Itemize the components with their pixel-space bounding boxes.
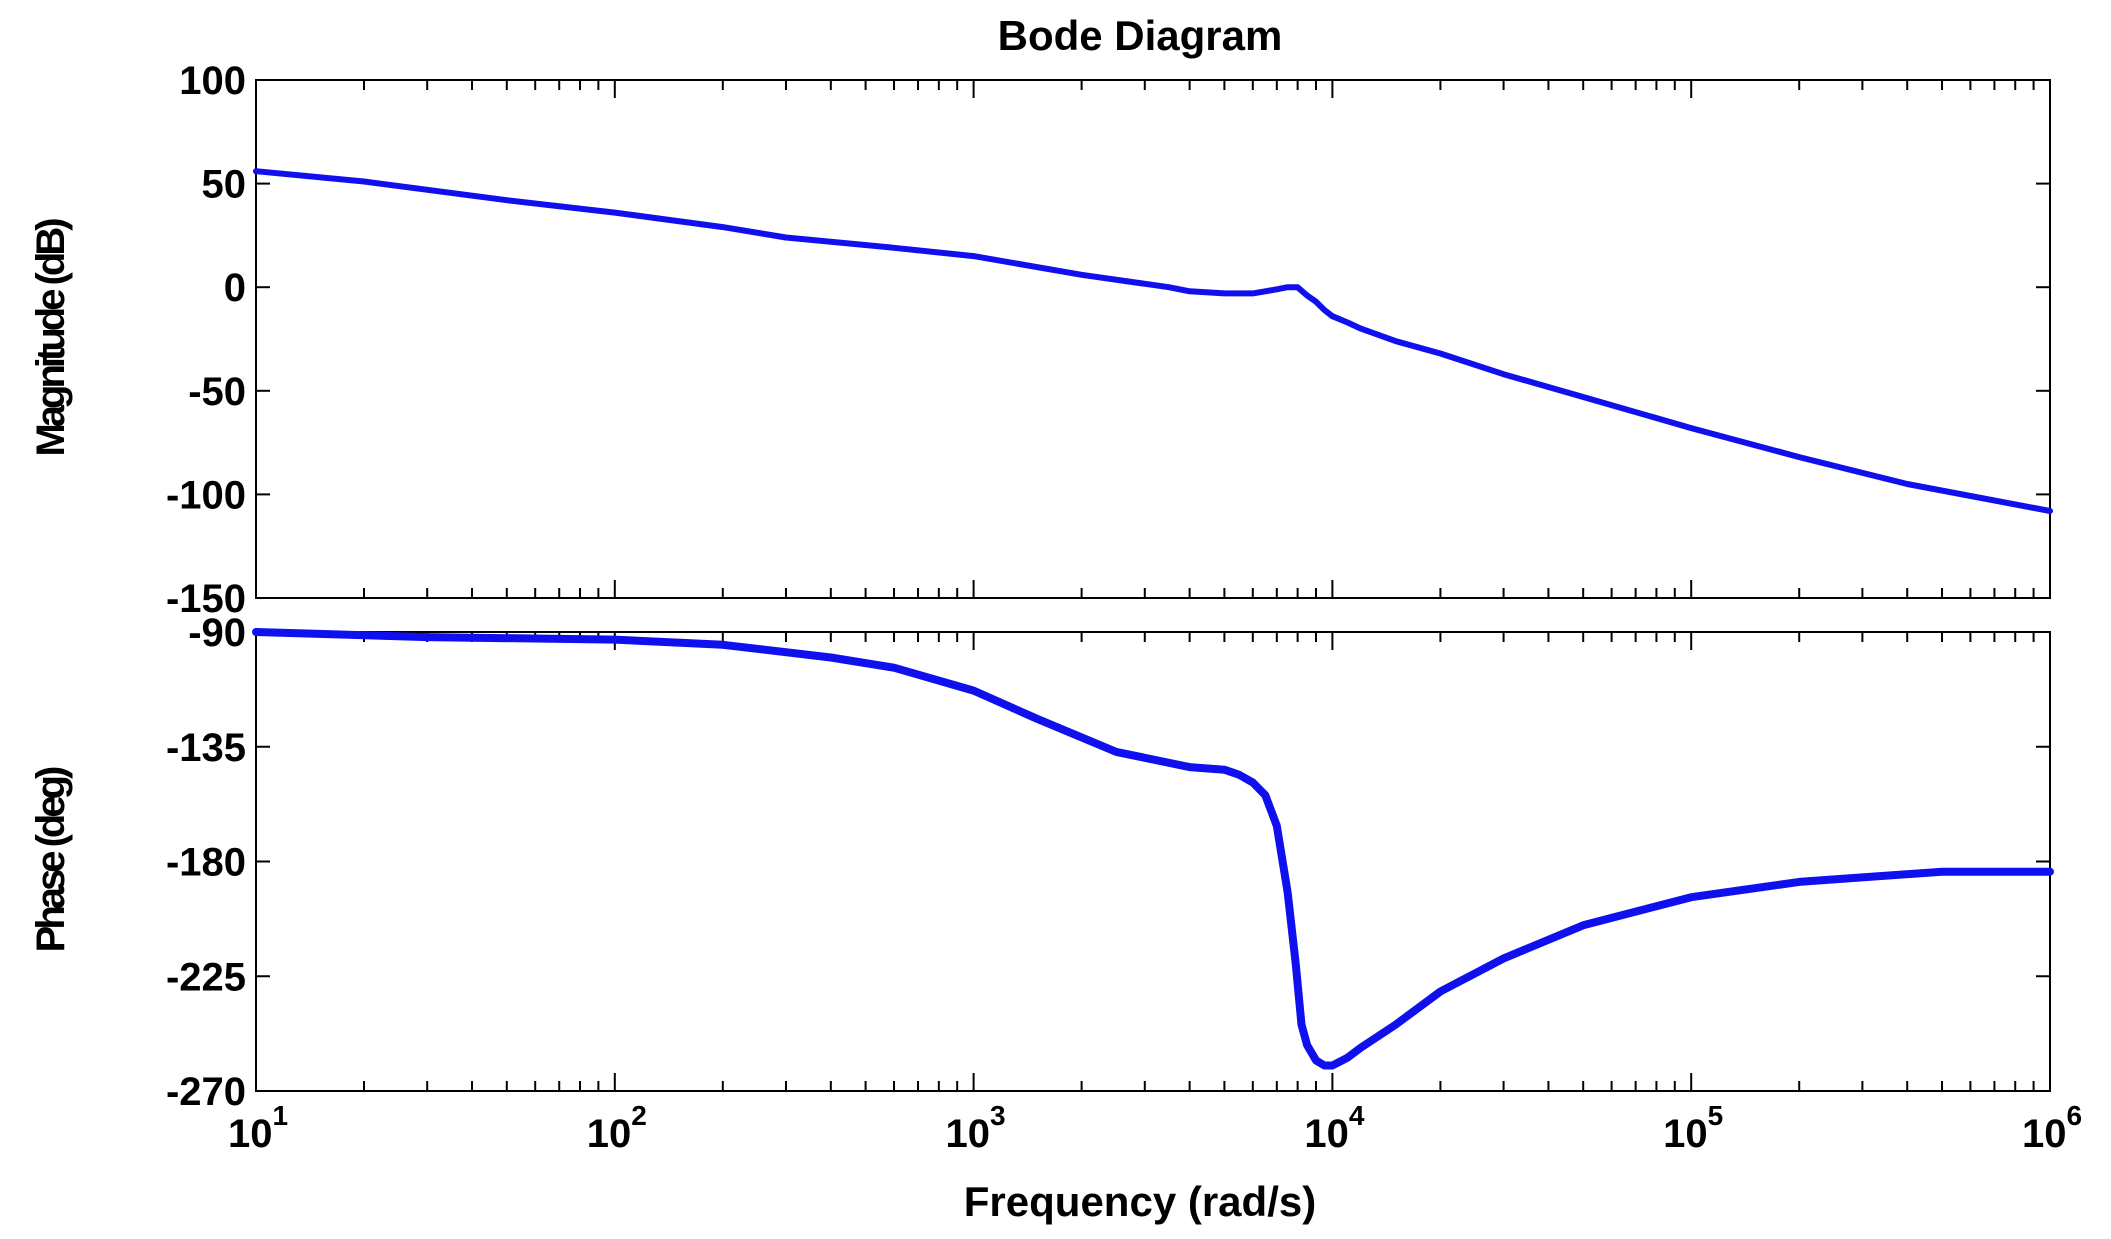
magnitude-y-tick-label: -50 — [188, 370, 246, 414]
magnitude-y-tick-label: 0 — [224, 266, 246, 310]
magnitude-y-tick-label: 100 — [179, 59, 246, 103]
phase-y-axis-label: Phase (deg) — [29, 767, 73, 952]
x-tick-label: 105 — [1663, 1100, 1723, 1156]
x-axis-minor-ticks — [255, 80, 2035, 1091]
phase-y-tick-label: -135 — [166, 726, 246, 770]
magnitude-curve-group — [253, 168, 2053, 514]
x-tick-label: 101 — [228, 1100, 288, 1156]
magnitude-axis-ticks: 100 50 0 -50 -100 -150 — [166, 59, 2050, 621]
phase-y-tick-label: -90 — [188, 611, 246, 655]
phase-y-tick-label: -180 — [166, 841, 246, 885]
phase-y-tick-label: -225 — [166, 955, 246, 999]
x-tick-label: 103 — [946, 1100, 1006, 1156]
magnitude-y-tick-label: -150 — [166, 577, 246, 621]
chart-title: Bode Diagram — [998, 12, 1283, 59]
magnitude-curve — [253, 168, 2053, 514]
x-axis-tick-labels: 101 102 103 104 105 106 — [228, 1100, 2082, 1156]
x-axis-label: Frequency (rad/s) — [964, 1178, 1316, 1225]
phase-y-tick-label: -270 — [166, 1070, 246, 1114]
magnitude-y-tick-label: -100 — [166, 473, 246, 517]
x-tick-label: 106 — [2022, 1100, 2082, 1156]
magnitude-y-axis-label: Magnitude (dB) — [29, 219, 73, 457]
phase-curve — [252, 628, 2054, 1070]
phase-axis-ticks: -90 -135 -180 -225 -270 — [166, 611, 2050, 1114]
x-tick-label: 102 — [587, 1100, 647, 1156]
phase-curve-group — [252, 628, 2054, 1070]
phase-plot-frame — [255, 631, 2051, 1092]
magnitude-plot-frame — [255, 79, 2051, 599]
magnitude-y-tick-label: 50 — [202, 163, 247, 207]
x-tick-label: 104 — [1304, 1100, 1365, 1156]
